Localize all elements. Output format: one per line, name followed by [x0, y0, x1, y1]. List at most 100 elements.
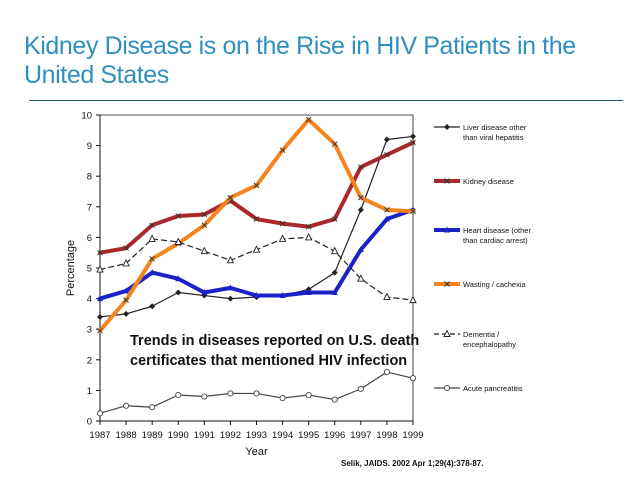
data-point — [410, 139, 416, 146]
data-point — [96, 410, 104, 417]
data-point — [226, 255, 235, 264]
data-point — [279, 292, 286, 299]
data-point — [357, 385, 364, 392]
series-4 — [96, 232, 417, 304]
data-point — [123, 402, 130, 409]
x-tick-label: 1987 — [89, 430, 110, 441]
data-point — [123, 297, 129, 303]
data-point — [304, 232, 313, 241]
x-tick-label: 1991 — [194, 430, 215, 441]
legend-item: Acute pancreatitis — [434, 384, 523, 393]
x-tick-label: 1988 — [116, 430, 137, 441]
legend-label: encephalopathy — [463, 340, 516, 349]
chart-annotation: Trends in diseases reported on U.S. deat… — [130, 333, 419, 369]
data-point — [123, 287, 130, 294]
chart-annotation-line: certificates that mentioned HIV infectio… — [130, 353, 407, 369]
x-tick-label: 1999 — [402, 430, 423, 441]
data-point — [383, 136, 390, 143]
legend-marker — [444, 281, 450, 287]
data-point — [97, 249, 103, 256]
legend-marker — [443, 384, 451, 392]
data-point — [175, 213, 182, 219]
data-point — [149, 256, 155, 262]
data-point — [201, 222, 208, 228]
legend-marker — [443, 329, 451, 337]
data-point — [227, 390, 234, 397]
data-point — [358, 164, 364, 170]
y-tick-label: 5 — [87, 264, 92, 275]
data-point — [227, 295, 234, 302]
series-line — [98, 140, 415, 255]
data-point — [97, 313, 103, 320]
y-tick-label: 10 — [81, 111, 92, 122]
slide-title: Kidney Disease is on the Rise in HIV Pat… — [24, 32, 576, 89]
data-point — [97, 327, 103, 334]
data-point — [383, 215, 390, 222]
data-point — [357, 246, 364, 253]
legend-label: Acute pancreatitis — [463, 384, 523, 393]
x-tick-label: 1992 — [220, 430, 241, 441]
data-point — [123, 310, 130, 317]
data-point — [175, 275, 182, 282]
data-point — [123, 245, 129, 251]
legend-marker — [444, 178, 450, 184]
legend-label: Liver disease other — [463, 123, 527, 132]
data-point — [278, 234, 287, 242]
legend-label: Kidney disease — [463, 177, 514, 186]
data-point — [331, 216, 338, 222]
chart-axes: 0 1 2 3 4 5 6 7 8 9 10 1987 1988 1989 1990 1991 1992 1993… — [65, 111, 424, 459]
data-point — [410, 208, 416, 215]
y-tick-label: 4 — [87, 294, 92, 305]
data-point — [149, 303, 156, 310]
data-point — [357, 206, 364, 213]
x-tick-label: 1989 — [142, 430, 163, 441]
data-point — [305, 116, 312, 123]
citation: Selik, JAIDS. 2002 Apr 1;29(4):378-87. — [341, 459, 484, 468]
data-point — [357, 274, 365, 282]
data-point — [201, 211, 208, 218]
data-point — [149, 404, 156, 411]
data-point — [409, 295, 417, 304]
data-point — [253, 390, 260, 397]
x-tick-label: 1998 — [376, 430, 397, 441]
series-line — [98, 207, 415, 301]
data-point — [201, 288, 208, 295]
y-tick-label: 8 — [87, 172, 92, 183]
data-point — [383, 368, 390, 376]
data-point — [305, 223, 312, 230]
data-point — [410, 133, 416, 140]
legend-label: Heart disease (other — [463, 226, 531, 235]
data-point — [305, 391, 312, 399]
chart-lines — [96, 116, 417, 417]
data-point — [358, 194, 364, 201]
x-tick-label: 1990 — [168, 430, 189, 441]
data-point — [252, 245, 261, 253]
legend-item: Dementia /encephalopathy — [434, 329, 516, 349]
data-point — [253, 182, 260, 189]
legend-item: Wasting / cachexia — [434, 280, 526, 289]
x-tick-label: 1997 — [350, 430, 371, 441]
data-point — [331, 288, 338, 295]
data-point — [97, 295, 103, 302]
y-tick-label: 7 — [87, 202, 92, 213]
data-point — [331, 246, 339, 255]
data-point — [201, 393, 208, 400]
data-point — [305, 288, 312, 295]
data-point — [175, 391, 182, 399]
title-divider — [29, 100, 623, 101]
data-point — [279, 147, 286, 154]
legend-marker — [444, 124, 450, 130]
data-point — [175, 289, 182, 296]
data-point — [384, 207, 390, 213]
data-point — [384, 151, 390, 158]
x-tick-label: 1993 — [246, 430, 267, 441]
legend-label: Dementia / — [463, 330, 500, 339]
y-tick-label: 9 — [87, 141, 92, 152]
data-point — [279, 394, 286, 402]
data-point — [149, 222, 155, 228]
data-point — [383, 292, 391, 301]
x-tick-label: 1995 — [298, 430, 319, 441]
